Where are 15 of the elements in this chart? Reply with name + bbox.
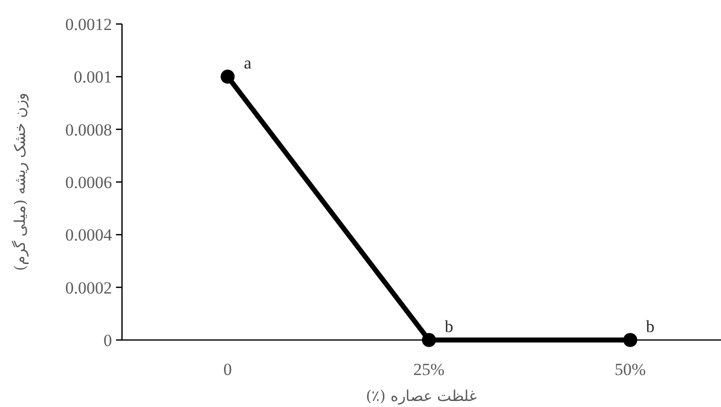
y-tick-label: 0.0004: [65, 226, 112, 245]
y-tick-label: 0.0002: [65, 278, 112, 298]
y-tick-label: 0: [104, 331, 112, 350]
y-axis-title: وزن خشک ریشه (میلی گرم): [11, 93, 29, 271]
annotation: a: [244, 54, 252, 73]
x-axis-title: غلظت عصاره (٪): [366, 387, 478, 405]
x-tick-label: 50%: [614, 360, 646, 379]
y-tick-label: 0.0006: [65, 173, 112, 192]
y-tick-label: 0.0012: [65, 15, 112, 34]
y-tick-label: 0.001: [74, 68, 112, 87]
annotation: b: [444, 317, 454, 336]
y-tick-label: 0.0008: [65, 120, 112, 140]
x-tick-label: 25%: [413, 360, 445, 379]
annotation: b: [646, 317, 654, 336]
x-tick-label: 0: [223, 360, 232, 379]
